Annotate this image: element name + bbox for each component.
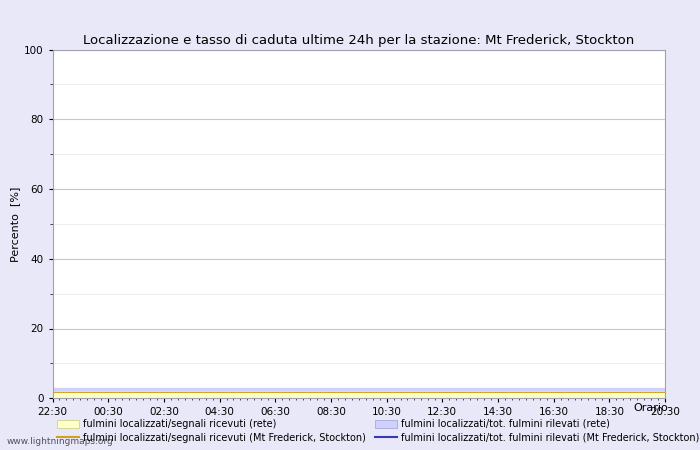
Title: Localizzazione e tasso di caduta ultime 24h per la stazione: Mt Frederick, Stock: Localizzazione e tasso di caduta ultime … (83, 34, 634, 47)
Text: www.lightningmaps.org: www.lightningmaps.org (7, 436, 113, 446)
Legend: fulmini localizzati/segnali ricevuti (rete), fulmini localizzati/segnali ricevut: fulmini localizzati/segnali ricevuti (re… (57, 419, 699, 443)
Y-axis label: Percento  [%]: Percento [%] (10, 186, 20, 261)
Text: Orario: Orario (634, 403, 668, 413)
